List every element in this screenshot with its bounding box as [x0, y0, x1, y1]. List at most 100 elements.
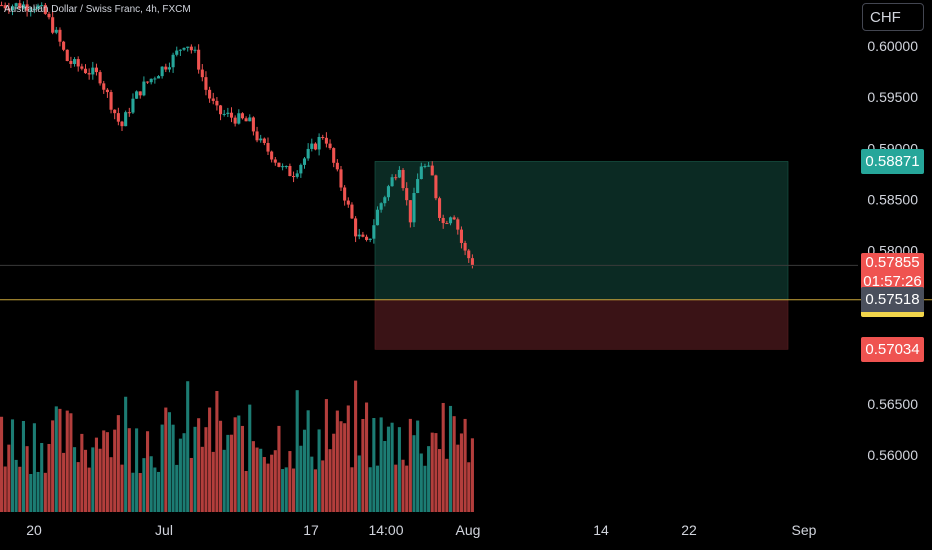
time-tick-label: 22 — [681, 522, 697, 538]
volume-bar — [208, 407, 212, 512]
candle-body — [51, 17, 55, 33]
candle-body — [452, 217, 456, 220]
volume-bar — [237, 415, 241, 512]
candle-body — [281, 166, 285, 168]
volume-bar — [456, 444, 460, 512]
candle-body — [412, 193, 416, 223]
volume-bar — [438, 449, 442, 512]
volume-bar — [175, 464, 179, 512]
volume-bar — [394, 464, 398, 512]
candle-body — [335, 162, 339, 170]
price-axis[interactable]: 0.600000.595000.590000.585000.580000.565… — [867, 38, 918, 463]
volume-bar — [412, 435, 416, 512]
time-axis[interactable]: 20 Jul 17 14:00 Aug 14 22 Sep — [26, 522, 816, 538]
candle-body — [109, 92, 113, 110]
candle-body — [405, 188, 409, 201]
volume-bar — [313, 469, 317, 512]
candle-body — [226, 112, 230, 114]
volume-bar — [211, 451, 215, 512]
candle-body — [29, 9, 33, 11]
volume-bar — [14, 459, 18, 512]
candle-body — [204, 77, 208, 90]
candle-body — [200, 69, 204, 78]
candle-body — [357, 234, 361, 237]
volume-bar — [142, 458, 146, 512]
candle-body — [14, 3, 18, 7]
candle-body — [408, 200, 412, 223]
candle-body — [113, 109, 117, 114]
candle-body — [149, 78, 153, 83]
current-price-tag: 0.57855 01:57:26 — [861, 253, 924, 294]
volume-bar — [178, 438, 182, 512]
volume-bar — [302, 429, 307, 512]
volume-bar — [365, 402, 369, 512]
volume-bar — [244, 470, 248, 512]
candle-body — [386, 186, 390, 198]
candle-body — [321, 136, 325, 138]
volume-bar — [167, 412, 171, 512]
candle-body — [448, 217, 453, 224]
volume-bar — [116, 415, 120, 512]
candle-body — [459, 229, 463, 243]
volume-bar — [405, 465, 409, 512]
candle-body — [456, 219, 460, 230]
volume-bar — [240, 425, 244, 512]
volume-bar — [76, 462, 80, 512]
volume-bar — [251, 441, 255, 512]
candle-body — [438, 198, 442, 218]
volume-bar — [32, 423, 36, 512]
time-tick-label: 17 — [303, 522, 319, 538]
candle-body — [273, 159, 277, 163]
candle-body — [368, 238, 372, 240]
candle-body — [211, 98, 215, 101]
volume-bar — [441, 402, 445, 512]
entry-price-tag: 0.57518 — [861, 287, 924, 318]
volume-bar — [332, 433, 336, 512]
volume-bar — [83, 449, 88, 512]
volume-bar — [270, 454, 274, 512]
candle-body — [171, 54, 175, 68]
stop-price-tag: 0.57034 — [861, 336, 924, 362]
candle-body — [146, 81, 150, 83]
candle-body — [135, 91, 139, 99]
volume-bar — [259, 448, 263, 512]
candle-body — [430, 165, 434, 176]
volume-bar — [372, 418, 376, 512]
volume-bar — [98, 448, 102, 512]
volume-bar — [284, 467, 288, 512]
volume-bar — [375, 465, 380, 512]
volume-bar — [288, 451, 292, 512]
long-position-tool[interactable] — [374, 161, 789, 350]
volume-bar — [10, 419, 15, 512]
volume-bar — [346, 405, 350, 512]
candle-body — [255, 131, 259, 141]
candle-body — [277, 162, 281, 167]
volume-bar — [186, 381, 190, 512]
volume-bar — [434, 433, 438, 512]
volume-bar — [266, 463, 270, 512]
volume-bar — [105, 432, 109, 512]
candle-body — [124, 112, 128, 127]
candle-body — [222, 113, 226, 115]
volume-bar — [324, 399, 328, 512]
candle-body — [288, 165, 292, 177]
candle-body — [76, 59, 80, 67]
candle-body — [91, 67, 95, 75]
volume-bar — [62, 452, 66, 512]
volume-bar — [248, 404, 252, 512]
candle-body — [292, 176, 296, 178]
candle-body — [394, 177, 398, 179]
volume-bar — [109, 457, 113, 512]
candle-body — [354, 218, 358, 237]
volume-bar — [423, 465, 427, 512]
volume-bar — [69, 413, 73, 512]
currency-selector[interactable]: CHF — [862, 3, 924, 31]
volume-bar — [281, 469, 285, 512]
candle-body — [25, 4, 29, 11]
volume-bar — [416, 420, 420, 512]
volume-bar — [383, 441, 387, 512]
volume-bar — [448, 405, 453, 512]
time-tick-label: 14:00 — [368, 522, 403, 538]
volume-bar — [193, 426, 197, 512]
